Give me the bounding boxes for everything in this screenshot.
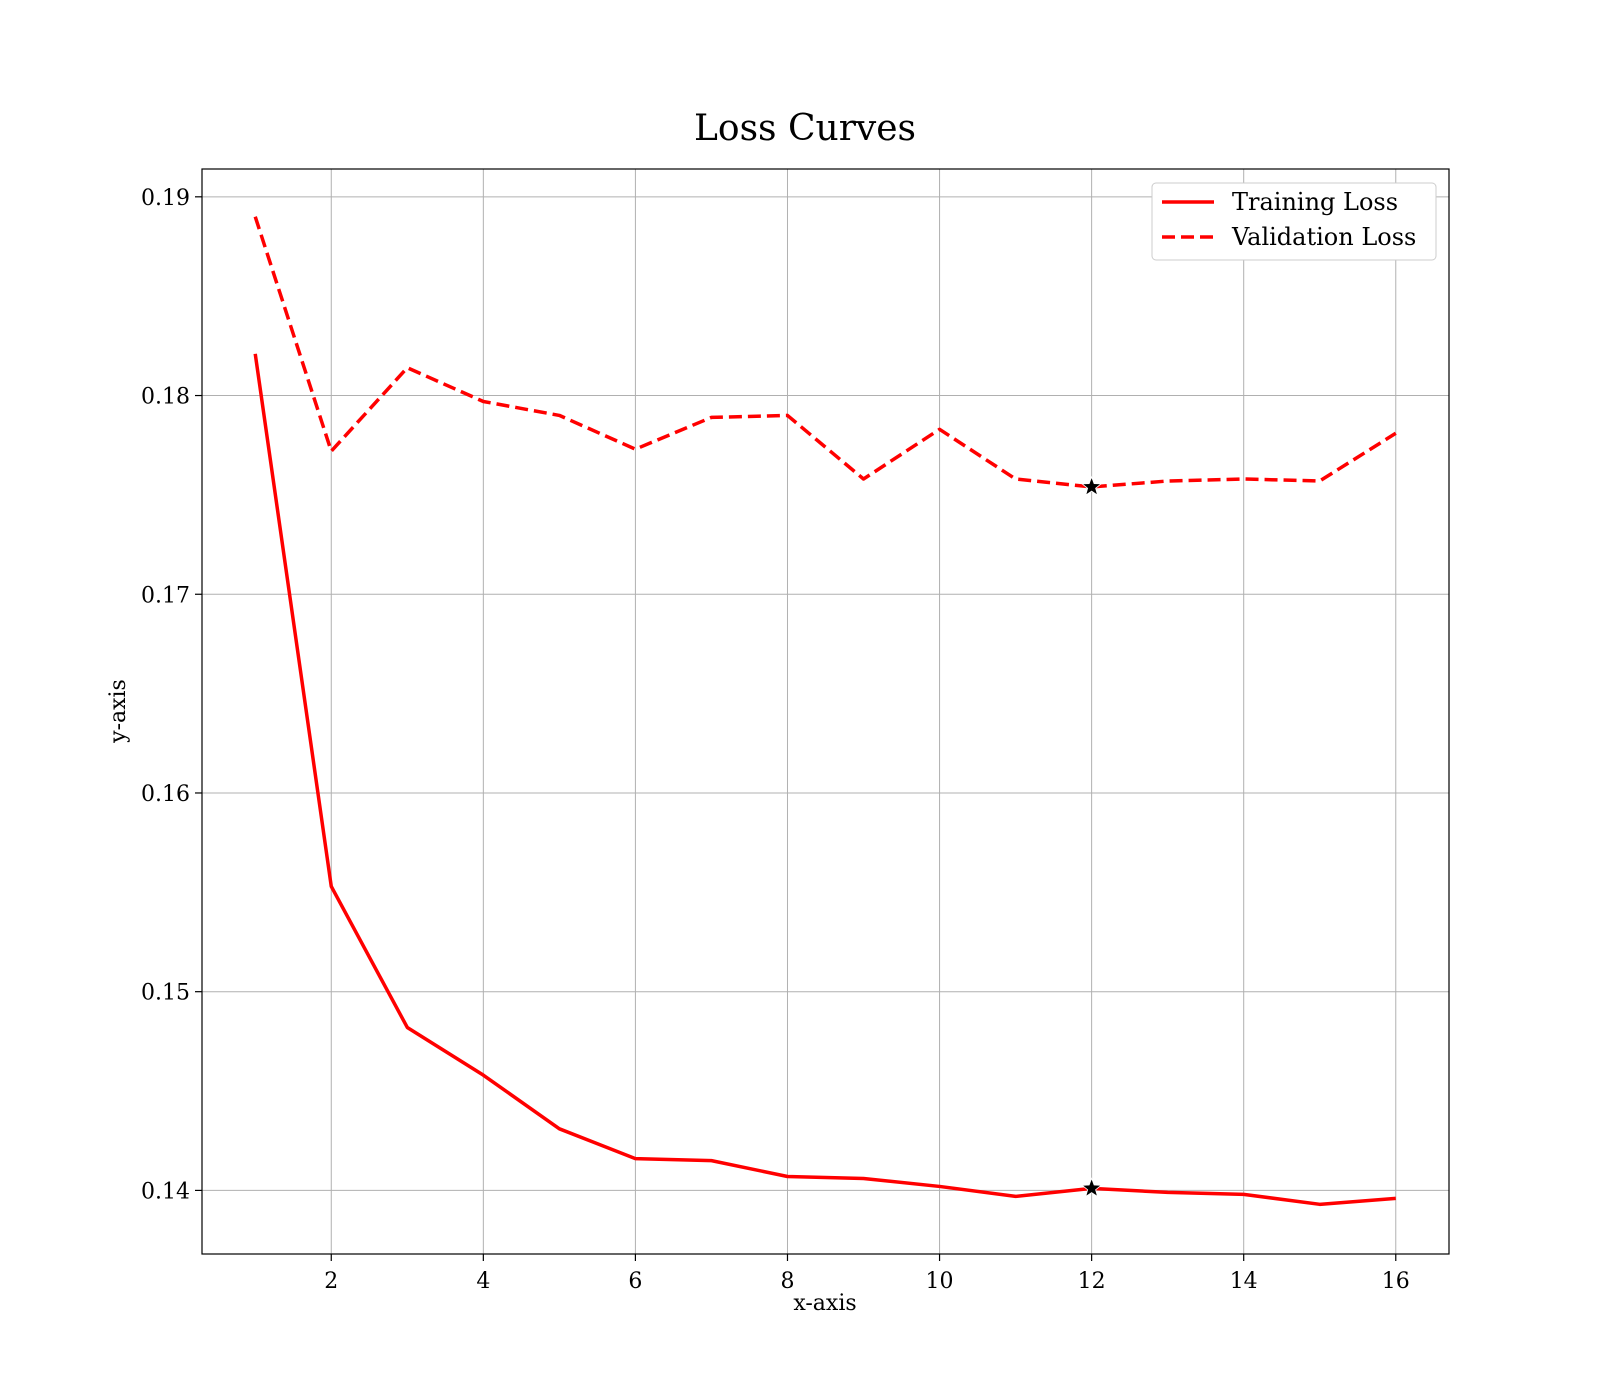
y-tick-label: 0.17	[141, 583, 190, 608]
x-tick-label: 2	[324, 1269, 338, 1294]
series-line-validation-loss	[253, 216, 1397, 489]
plot-frame	[201, 168, 1450, 1255]
x-tick-label: 10	[926, 1269, 954, 1294]
chart-title: Loss Curves	[694, 108, 916, 149]
star-marker	[1081, 1177, 1103, 1198]
x-tick-label: 14	[1230, 1269, 1258, 1294]
x-tick-label: 16	[1382, 1269, 1410, 1294]
x-tick-label: 4	[476, 1269, 490, 1294]
y-tick-label: 0.15	[141, 981, 190, 1006]
x-tick-label: 6	[628, 1269, 642, 1294]
x-tick-label: 12	[1078, 1269, 1106, 1294]
y-tick-label: 0.19	[141, 186, 190, 211]
legend-box	[1151, 182, 1437, 261]
x-axis-label: x-axis	[793, 1291, 856, 1316]
legend: Training Loss Validation Loss	[1151, 182, 1437, 261]
x-tick-label: 8	[780, 1269, 794, 1294]
grid	[202, 169, 1449, 1254]
axis-ticks: 2 4 6 8 10 12 14 16 0.14 0.15 0.16 0.17 0.18 0.19	[141, 186, 1410, 1294]
y-axis-label: y-axis	[106, 679, 131, 744]
legend-label-validation: Validation Loss	[1231, 223, 1416, 251]
markers	[1081, 475, 1103, 1198]
series-lines	[253, 216, 1397, 1207]
y-tick-label: 0.18	[141, 385, 190, 410]
series-line-training-loss	[253, 353, 1396, 1207]
y-tick-label: 0.14	[141, 1179, 190, 1204]
legend-label-training: Training Loss	[1232, 188, 1398, 216]
y-tick-label: 0.16	[141, 782, 190, 807]
star-marker	[1081, 475, 1103, 496]
